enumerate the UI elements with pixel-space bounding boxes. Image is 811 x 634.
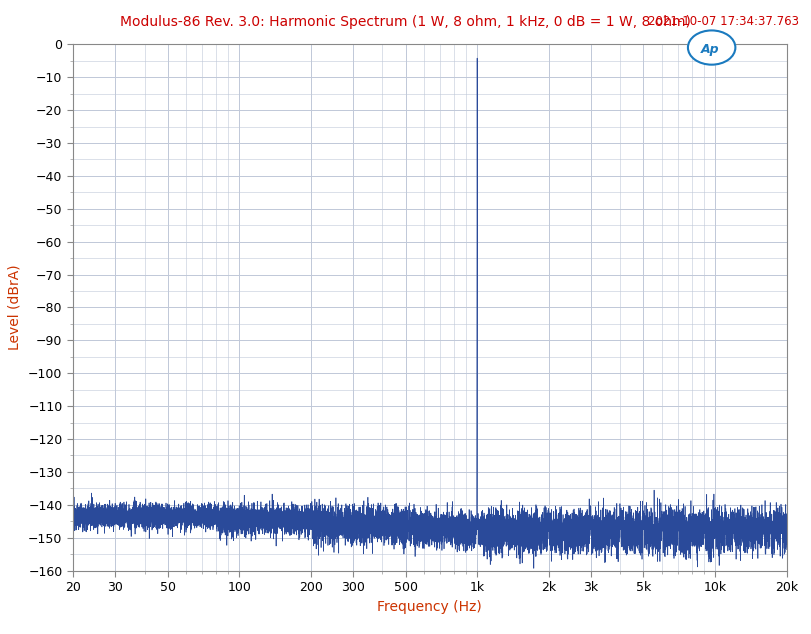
Text: Ap: Ap <box>702 43 720 56</box>
X-axis label: Frequency (Hz): Frequency (Hz) <box>377 600 483 614</box>
Y-axis label: Level (dBrA): Level (dBrA) <box>7 264 21 351</box>
Circle shape <box>688 30 736 65</box>
Text: Modulus-86 Rev. 3.0: Harmonic Spectrum (1 W, 8 ohm, 1 kHz, 0 dB = 1 W, 8 ohm): Modulus-86 Rev. 3.0: Harmonic Spectrum (… <box>120 15 691 29</box>
Text: 2021-10-07 17:34:37.763: 2021-10-07 17:34:37.763 <box>648 15 799 28</box>
